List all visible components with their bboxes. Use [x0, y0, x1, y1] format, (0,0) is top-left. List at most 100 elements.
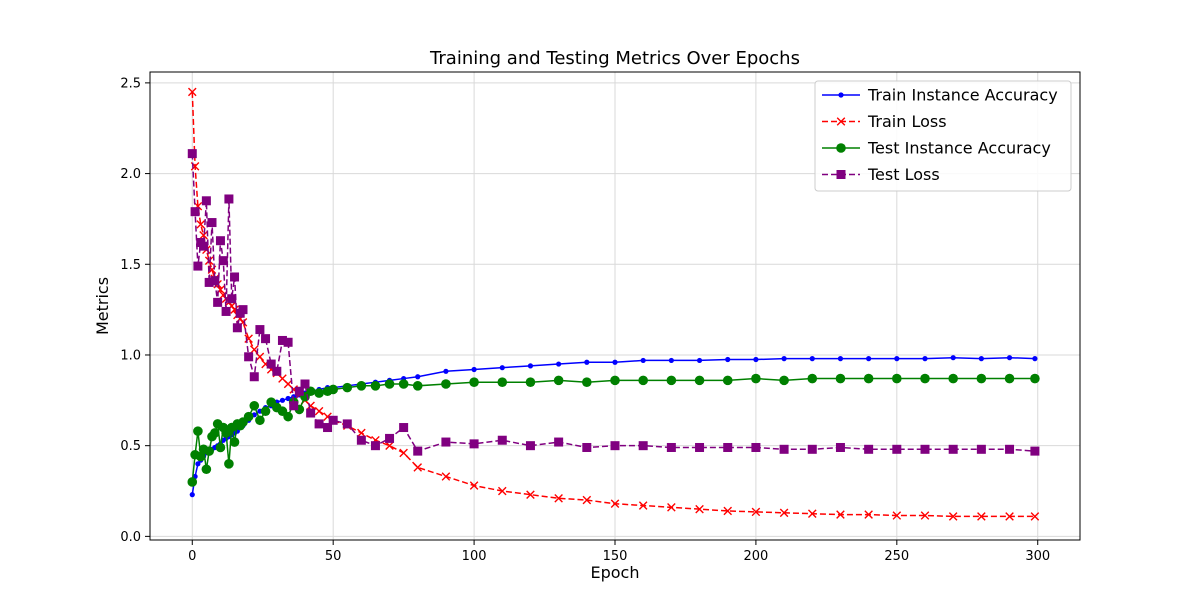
data-point: [370, 441, 380, 451]
data-point: [314, 388, 324, 398]
series-layer: [187, 87, 1040, 521]
data-point: [385, 433, 395, 443]
data-point: [328, 384, 338, 395]
data-point: [441, 379, 451, 389]
data-point: [976, 373, 987, 384]
data-point: [525, 377, 536, 387]
data-point: [948, 444, 958, 454]
data-point: [807, 373, 818, 384]
data-point: [204, 256, 214, 265]
data-point: [413, 446, 423, 456]
legend-item: Test Loss: [822, 165, 940, 184]
data-point: [499, 365, 505, 371]
data-point: [863, 373, 874, 384]
data-point: [948, 373, 958, 384]
data-point: [294, 386, 304, 396]
data-point: [190, 207, 200, 217]
data-point: [356, 381, 367, 391]
data-point: [210, 428, 220, 438]
legend-label: Train Loss: [867, 112, 947, 131]
data-point: [224, 194, 234, 204]
data-point: [195, 451, 206, 462]
data-point: [196, 220, 206, 229]
data-point: [323, 423, 333, 433]
data-point: [415, 374, 421, 380]
data-point: [638, 441, 648, 451]
data-point: [922, 356, 928, 362]
data-point: [950, 355, 956, 361]
legend-label: Train Instance Accuracy: [867, 86, 1058, 105]
data-point: [836, 117, 846, 126]
data-point: [610, 375, 620, 386]
data-point: [469, 377, 479, 387]
data-point: [385, 441, 394, 450]
data-point: [204, 277, 214, 287]
data-point: [640, 357, 646, 364]
data-point: [612, 359, 618, 365]
y-tick-label: 1.5: [120, 258, 141, 273]
series-test-loss: [187, 149, 1040, 456]
y-tick-label: 1.0: [120, 348, 141, 363]
data-point: [370, 381, 381, 391]
data-point: [638, 501, 648, 510]
data-point: [497, 435, 507, 445]
data-point: [227, 294, 237, 304]
data-point: [441, 437, 451, 447]
data-point: [306, 408, 316, 418]
data-point: [187, 477, 198, 487]
data-point: [668, 357, 674, 364]
data-point: [357, 428, 366, 438]
legend-item: Test Instance Accuracy: [822, 139, 1051, 158]
legend-box: [814, 80, 1072, 192]
data-point: [314, 419, 324, 429]
data-point: [469, 439, 479, 449]
y-axis-label: Metrics: [93, 277, 112, 335]
data-point: [384, 379, 395, 389]
data-point: [1005, 444, 1015, 454]
data-point: [260, 406, 271, 417]
data-point: [232, 323, 242, 333]
data-point: [584, 359, 590, 365]
data-point: [807, 444, 817, 454]
data-point: [526, 490, 535, 499]
data-point: [213, 297, 223, 307]
data-point: [666, 375, 677, 386]
data-point: [1030, 512, 1040, 521]
data-point: [779, 508, 789, 518]
x-tick-label: 50: [325, 549, 342, 564]
data-point: [413, 463, 423, 472]
data-point: [1030, 446, 1040, 456]
data-point: [314, 406, 324, 416]
data-point: [920, 444, 930, 454]
data-point: [218, 256, 228, 266]
chart-title: Training and Testing Metrics Over Epochs: [429, 48, 800, 69]
data-point: [187, 87, 197, 97]
data-point: [215, 236, 225, 246]
data-point: [204, 446, 214, 456]
data-point: [976, 444, 986, 454]
data-point: [920, 373, 930, 384]
data-point: [199, 230, 208, 240]
legend-label: Test Instance Accuracy: [867, 139, 1051, 158]
data-point: [554, 437, 564, 447]
data-point: [837, 356, 844, 362]
data-point: [525, 441, 535, 451]
data-point: [249, 400, 260, 411]
data-point: [666, 442, 676, 452]
data-point: [582, 377, 592, 387]
data-point: [255, 325, 265, 335]
data-point: [238, 305, 248, 315]
data-point: [836, 510, 845, 519]
data-point: [469, 481, 479, 490]
y-tick-label: 0.5: [120, 439, 141, 454]
data-point: [781, 356, 787, 362]
data-point: [836, 143, 846, 153]
data-point: [342, 419, 352, 429]
legend: Train Instance Accuracy Train Loss Test In…: [814, 80, 1072, 192]
data-point: [272, 366, 282, 376]
x-axis-label: Epoch: [591, 563, 640, 582]
data-point: [753, 356, 759, 363]
data-point: [229, 437, 240, 447]
data-point: [723, 442, 733, 452]
y-tick-label: 2.5: [120, 76, 141, 91]
